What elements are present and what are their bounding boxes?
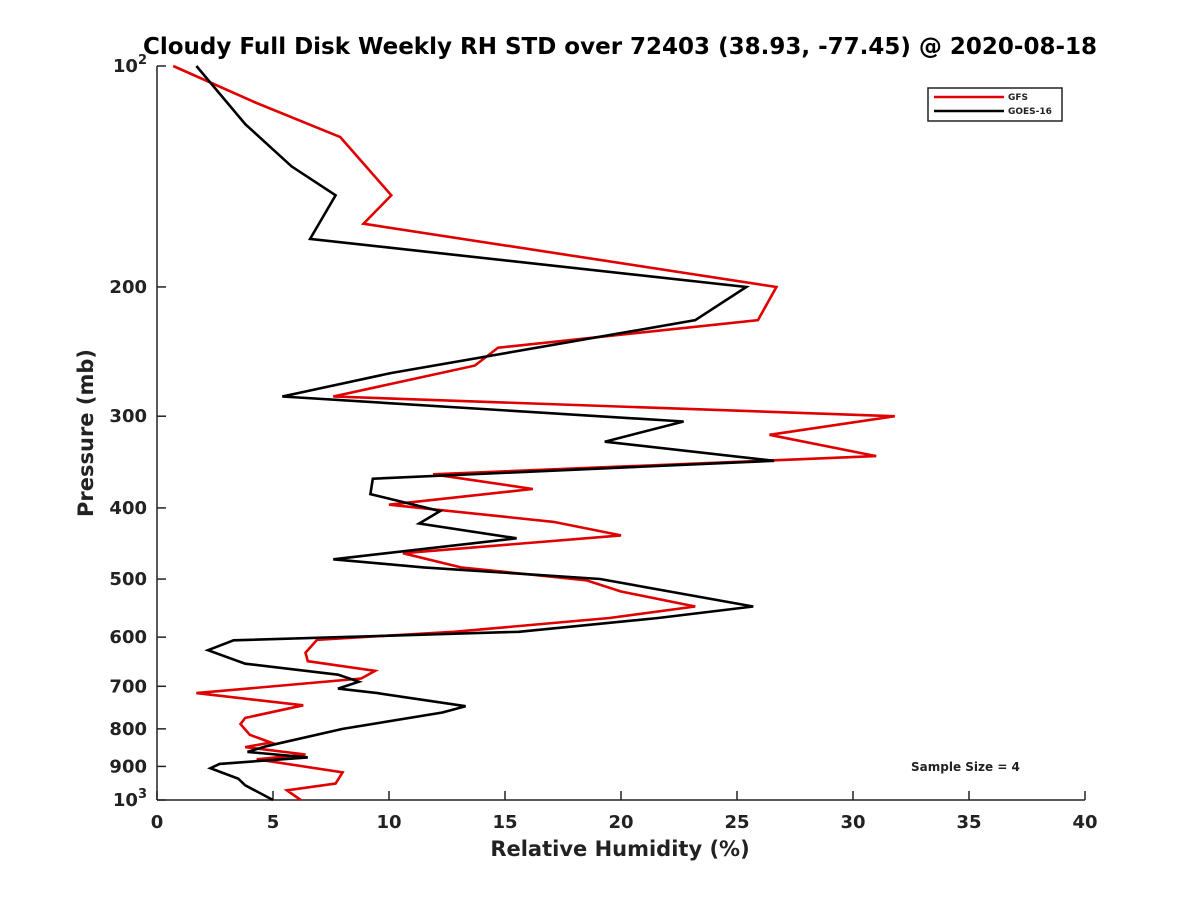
y-tick-label: 400 — [109, 498, 147, 519]
y-tick-label: 800 — [109, 719, 147, 740]
y-tick-label: 103 — [113, 787, 147, 811]
plot-area: 0 5 10 15 20 25 30 35 40 102 200 300 400 500 600 700 80… — [109, 53, 1097, 833]
x-tick-label: 15 — [492, 812, 517, 833]
x-tick-label: 5 — [267, 812, 280, 833]
y-tick-label: 500 — [109, 569, 147, 590]
x-tick-label: 40 — [1072, 812, 1097, 833]
x-axis-label: Relative Humidity (%) — [490, 837, 749, 861]
legend: GFS GOES-16 — [927, 87, 1063, 122]
y-tick-label: 900 — [109, 756, 147, 777]
x-ticks: 0 5 10 15 20 25 30 35 40 — [151, 791, 1098, 833]
series-line-gfs — [172, 64, 895, 802]
x-tick-label: 30 — [840, 812, 865, 833]
y-ticks: 102 200 300 400 500 600 700 800 900 103 — [109, 53, 166, 811]
y-tick-label: 300 — [109, 406, 147, 427]
legend-label-gfs: GFS — [1008, 93, 1028, 103]
y-tick-label: 200 — [109, 277, 147, 298]
x-tick-label: 10 — [376, 812, 401, 833]
y-tick-label: 700 — [109, 676, 147, 697]
series-group — [172, 64, 895, 802]
chart-title: Cloudy Full Disk Weekly RH STD over 7240… — [143, 34, 1097, 60]
x-tick-label: 20 — [608, 812, 633, 833]
y-tick-label: 102 — [113, 53, 147, 77]
series-line-goes-16 — [195, 65, 775, 802]
x-tick-label: 25 — [724, 812, 749, 833]
sample-size-annotation: Sample Size = 4 — [911, 760, 1020, 774]
legend-label-goes-16: GOES-16 — [1008, 107, 1052, 117]
x-tick-label: 0 — [151, 812, 164, 833]
legend-box — [927, 87, 1063, 122]
x-tick-label: 35 — [956, 812, 981, 833]
y-axis-label: Pressure (mb) — [74, 349, 98, 517]
y-tick-label: 600 — [109, 627, 147, 648]
